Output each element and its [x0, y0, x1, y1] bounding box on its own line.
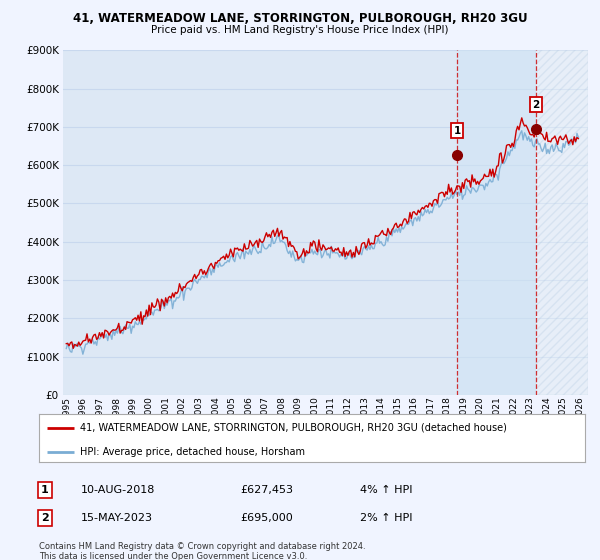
Text: £627,453: £627,453 [240, 485, 293, 495]
Text: Price paid vs. HM Land Registry's House Price Index (HPI): Price paid vs. HM Land Registry's House … [151, 25, 449, 35]
Bar [457, 50, 536, 395]
Text: 41, WATERMEADOW LANE, STORRINGTON, PULBOROUGH, RH20 3GU (detached house): 41, WATERMEADOW LANE, STORRINGTON, PULBO… [80, 423, 507, 433]
Text: HPI: Average price, detached house, Horsham: HPI: Average price, detached house, Hors… [80, 446, 305, 456]
Text: 1: 1 [454, 125, 461, 136]
Text: 1: 1 [41, 485, 49, 495]
Text: 15-MAY-2023: 15-MAY-2023 [81, 513, 153, 523]
Text: 2: 2 [533, 100, 540, 110]
Text: 4% ↑ HPI: 4% ↑ HPI [360, 485, 413, 495]
Text: 2: 2 [41, 513, 49, 523]
Text: 2% ↑ HPI: 2% ↑ HPI [360, 513, 413, 523]
Text: Contains HM Land Registry data © Crown copyright and database right 2024.
This d: Contains HM Land Registry data © Crown c… [39, 542, 365, 560]
Text: 41, WATERMEADOW LANE, STORRINGTON, PULBOROUGH, RH20 3GU: 41, WATERMEADOW LANE, STORRINGTON, PULBO… [73, 12, 527, 25]
Text: 10-AUG-2018: 10-AUG-2018 [81, 485, 155, 495]
Text: £695,000: £695,000 [240, 513, 293, 523]
Bar [536, 50, 588, 395]
